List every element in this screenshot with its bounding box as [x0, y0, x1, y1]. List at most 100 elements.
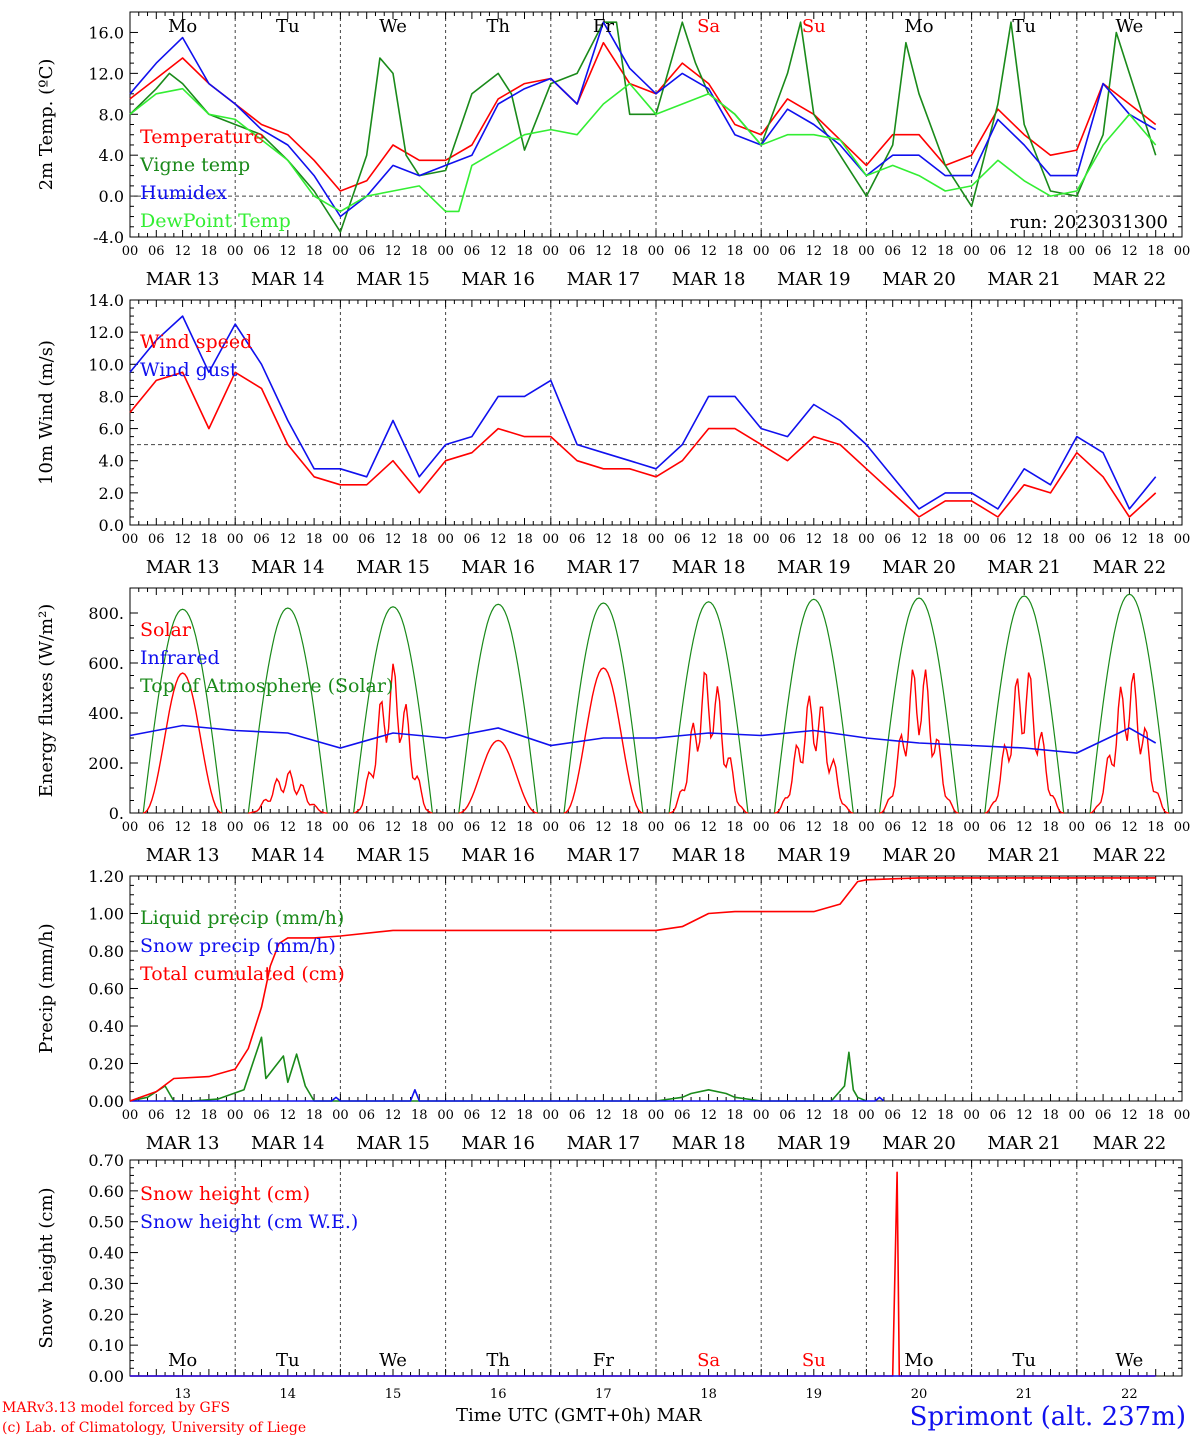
panel-1: -4.0 0.0 4.0 8.0 12.0 16.0 2m Temp. (ºC) 00 06 12… [36, 11, 1191, 290]
hour-tick-label: 12 [700, 532, 717, 547]
date-label: MAR 17 [567, 1133, 641, 1154]
solar-curve [248, 769, 328, 814]
hour-tick-label: 12 [174, 244, 191, 259]
weekday-bottom-1: Mo [168, 1350, 197, 1371]
hour-tick-label: 12 [385, 244, 402, 259]
hour-tick-label: 18 [1147, 532, 1164, 547]
hour-tick-label: 18 [937, 532, 954, 547]
y-tick-label: 0.0 [99, 187, 124, 206]
hour-tick-label: 18 [727, 820, 744, 835]
hour-tick-label: 12 [385, 532, 402, 547]
weekday-bottom-6: Sa [697, 1350, 720, 1371]
date-label: MAR 21 [987, 1133, 1061, 1154]
hour-tick-label: 06 [990, 244, 1007, 259]
date-label: MAR 15 [356, 845, 430, 866]
date-label: MAR 21 [987, 845, 1061, 866]
plot-frame [129, 299, 1183, 526]
hour-tick-label: 00 [543, 820, 560, 835]
hour-tick-label: 12 [911, 1108, 928, 1123]
hour-tick-label: 00 [227, 1108, 244, 1123]
legend-entry: DewPoint Temp [140, 210, 291, 232]
hour-tick-label: 06 [253, 1108, 270, 1123]
date-label: MAR 20 [882, 845, 956, 866]
y-axis-label: 2m Temp. (ºC) [36, 59, 57, 191]
hour-tick-label: 06 [779, 820, 796, 835]
weekday-top-7: Su [802, 16, 826, 37]
y-tick-label: 8.0 [99, 387, 124, 406]
hour-tick-label: 06 [884, 244, 901, 259]
date-label: MAR 19 [777, 269, 851, 290]
hour-tick-label: 06 [1095, 532, 1112, 547]
hour-tick-label: 12 [1121, 1108, 1138, 1123]
date-label: MAR 20 [882, 269, 956, 290]
weekday-top-1: Mo [168, 16, 197, 37]
date-label: MAR 20 [882, 557, 956, 578]
hour-tick-label: 18 [411, 820, 428, 835]
weekday-bottom-4: Th [486, 1350, 510, 1371]
legend-entry: Total cumulated (cm) [140, 963, 345, 985]
series-line-3 [129, 21, 1157, 218]
hour-tick-label: 18 [1042, 532, 1059, 547]
series-line-3 [129, 877, 1156, 1102]
date-label: MAR 22 [1093, 845, 1167, 866]
y-axis-label: 10m Wind (m/s) [36, 340, 57, 485]
day-number: 14 [280, 1387, 297, 1402]
y-tick-label: 0.00 [88, 1367, 124, 1386]
hour-tick-label: 00 [437, 532, 454, 547]
hour-tick-label: 06 [253, 244, 270, 259]
date-label: MAR 15 [356, 1133, 430, 1154]
day-number: 20 [911, 1387, 928, 1402]
hour-tick-label: 06 [1095, 244, 1112, 259]
day-number: 17 [595, 1387, 612, 1402]
hour-tick-label: 06 [1095, 820, 1112, 835]
hour-tick-label: 12 [911, 820, 928, 835]
y-tick-label: -4.0 [93, 228, 124, 247]
hour-tick-label: 12 [1121, 820, 1138, 835]
hour-tick-label: 00 [1174, 532, 1191, 547]
hour-tick-label: 12 [174, 532, 191, 547]
hour-tick-label: 06 [569, 820, 586, 835]
y-tick-label: 400. [88, 704, 124, 723]
toa-solar-curve [458, 603, 539, 814]
date-label: MAR 16 [461, 557, 535, 578]
hour-tick-label: 18 [1147, 1108, 1164, 1123]
legend-entry: Humidex [140, 182, 227, 204]
hour-tick-label: 12 [490, 244, 507, 259]
day-number: 16 [490, 1387, 507, 1402]
hour-tick-label: 18 [201, 820, 218, 835]
weekday-bottom-7: Su [802, 1350, 826, 1371]
hour-tick-label: 00 [858, 820, 875, 835]
hour-tick-label: 12 [595, 532, 612, 547]
toa-solar-curve [563, 602, 644, 814]
y-tick-label: 16.0 [88, 23, 124, 42]
day-number: 15 [385, 1387, 402, 1402]
hour-tick-label: 06 [779, 1108, 796, 1123]
solar-curve [142, 672, 223, 814]
weekday-bottom-9: Tu [1012, 1350, 1036, 1371]
y-tick-label: 4.0 [99, 452, 124, 471]
hour-tick-label: 00 [1174, 244, 1191, 259]
hour-tick-label: 00 [858, 532, 875, 547]
hour-tick-label: 06 [1095, 1108, 1112, 1123]
y-tick-label: 0.40 [88, 1244, 124, 1263]
hour-tick-label: 12 [490, 532, 507, 547]
hour-tick-label: 00 [648, 244, 665, 259]
y-tick-label: 0.40 [88, 1017, 124, 1036]
hour-tick-label: 18 [727, 244, 744, 259]
hour-tick-label: 18 [411, 244, 428, 259]
panel-2: 0.0 2.0 4.0 6.0 8.0 10.0 12.0 14.0 10m Wind (m/s… [36, 291, 1190, 578]
hour-tick-label: 00 [122, 820, 139, 835]
hour-tick-label: 12 [806, 1108, 823, 1123]
date-label: MAR 17 [567, 845, 641, 866]
hour-tick-label: 00 [332, 244, 349, 259]
panel-5: 0.00 0.10 0.20 0.30 0.40 0.50 0.60 0.70 Snow hei… [36, 1151, 1183, 1386]
hour-tick-label: 00 [227, 244, 244, 259]
hour-tick-label: 18 [516, 1108, 533, 1123]
solar-curve [774, 695, 854, 814]
hour-tick-label: 06 [358, 1108, 375, 1123]
y-tick-label: 2.0 [99, 484, 124, 503]
hour-tick-label: 18 [201, 1108, 218, 1123]
y-tick-label: 4.0 [99, 146, 124, 165]
date-label: MAR 16 [461, 845, 535, 866]
